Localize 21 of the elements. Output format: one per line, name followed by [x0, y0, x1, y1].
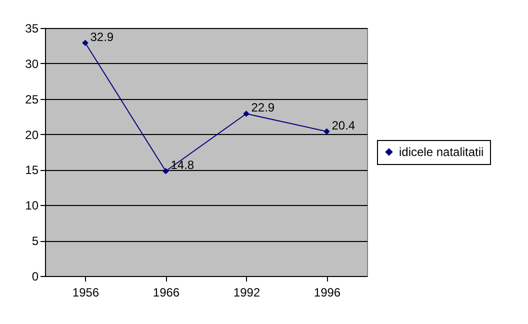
y-tick-label: 5: [32, 234, 39, 248]
y-tick-label: 0: [32, 270, 39, 284]
data-label: 20.4: [332, 118, 356, 132]
y-tick-label: 10: [25, 198, 39, 213]
y-tick-label: 30: [25, 56, 39, 71]
x-tick-label: 1996: [314, 286, 341, 300]
x-tick-label: 1966: [152, 286, 180, 300]
data-label: 32.9: [90, 30, 114, 44]
data-label: 22.9: [251, 100, 275, 115]
y-tick-label: 15: [25, 163, 39, 178]
y-tick-label: 20: [25, 128, 39, 142]
point: [243, 110, 250, 117]
y-tick-label: 25: [25, 92, 39, 106]
data-label: 14.8: [170, 158, 194, 172]
point: [82, 40, 88, 46]
point: [162, 168, 169, 174]
legend-label: idicele natalitatii: [399, 145, 484, 159]
y-tick-label: 35: [25, 22, 39, 36]
x-tick-label: 1992: [233, 286, 260, 300]
x-tick-label: 1956: [72, 286, 100, 300]
point: [324, 128, 330, 135]
